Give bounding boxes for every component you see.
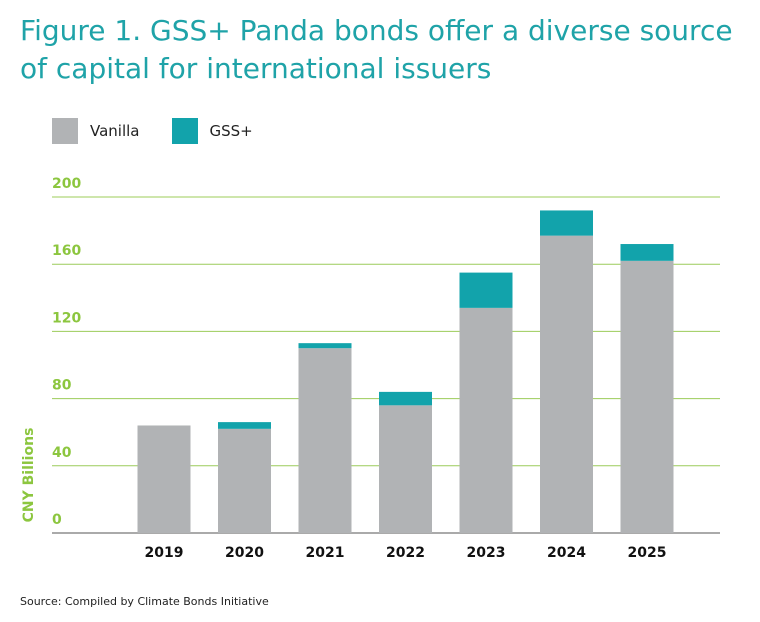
bar-gss-2023	[459, 272, 513, 308]
bar-vanilla-2025	[620, 260, 674, 533]
y-tick-label-40: 40	[52, 445, 72, 461]
bar-vanilla-2023	[459, 307, 513, 533]
x-tick-label-2024: 2024	[547, 545, 586, 561]
legend-swatch-gss	[171, 118, 198, 144]
bar-vanilla-2019	[137, 425, 191, 533]
y-axis-title: CNY Billions	[21, 428, 37, 523]
legend-swatch-vanilla	[52, 118, 78, 144]
legend-item-vanilla: Vanilla	[52, 118, 140, 144]
bar-gss-2024	[540, 210, 593, 236]
x-tick-label-2019: 2019	[145, 545, 184, 561]
x-tick-label-2023: 2023	[467, 545, 506, 561]
legend: Vanilla GSS+	[52, 118, 285, 144]
legend-label-vanilla: Vanilla	[90, 122, 140, 140]
x-tick-label-2022: 2022	[386, 545, 425, 561]
x-tick-label-2025: 2025	[628, 545, 667, 561]
bar-vanilla-2024	[540, 235, 593, 533]
bar-gss-2022	[379, 391, 432, 406]
y-tick-label-160: 160	[52, 243, 81, 259]
bar-vanilla-2020	[218, 428, 271, 533]
source-note: Source: Compiled by Climate Bonds Initia…	[20, 595, 269, 608]
bar-vanilla-2021	[298, 348, 352, 533]
legend-item-gss: GSS+	[171, 118, 253, 144]
y-tick-label-200: 200	[52, 176, 81, 192]
bar-gss-2020	[218, 422, 271, 429]
y-tick-label-120: 120	[52, 310, 81, 326]
y-tick-label-80: 80	[52, 378, 72, 394]
bar-gss-2025	[620, 244, 674, 261]
bar-vanilla-2022	[379, 405, 432, 533]
chart-title: Figure 1. GSS+ Panda bonds offer a diver…	[20, 14, 733, 85]
legend-label-gss: GSS+	[209, 122, 253, 140]
y-tick-label-0: 0	[52, 512, 62, 528]
x-tick-label-2021: 2021	[306, 545, 345, 561]
x-tick-label-2020: 2020	[225, 545, 264, 561]
bar-gss-2021	[298, 343, 352, 349]
